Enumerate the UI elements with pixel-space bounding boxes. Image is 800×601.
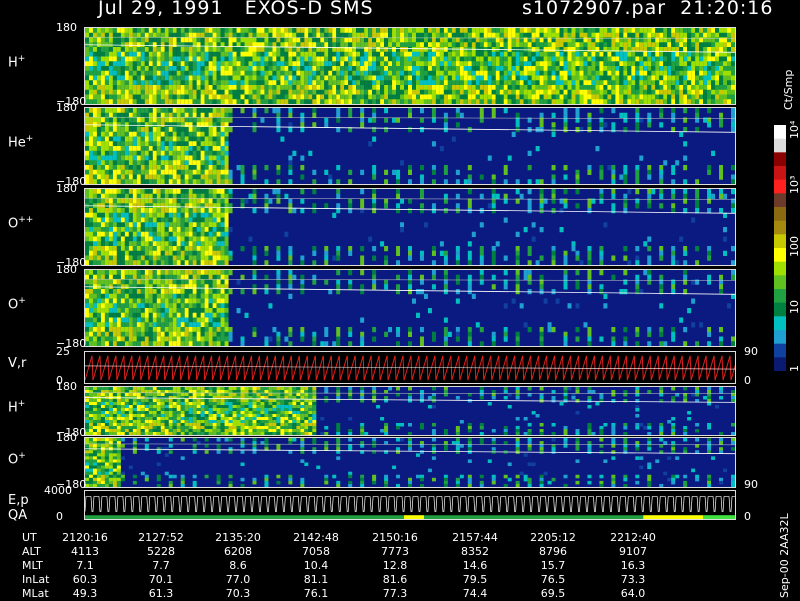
spectrogram-4 (85, 270, 735, 346)
table-cell: 8796 (530, 545, 576, 558)
panel-7 (84, 437, 736, 488)
panel-label-5: V,r (8, 356, 26, 371)
panel-6 (84, 386, 736, 436)
table-cell: 5228 (138, 545, 184, 558)
table-cell: 2135:20 (215, 531, 261, 544)
table-cell: 73.3 (610, 573, 656, 586)
row-label: InLat (22, 573, 49, 586)
right-tick-right_bottom-5: 0 (744, 374, 751, 387)
panel-4 (84, 269, 736, 347)
panel-label-7: O+ (8, 451, 26, 467)
table-cell: 8352 (452, 545, 498, 558)
table-cell: 7058 (293, 545, 339, 558)
table-cell: 70.3 (215, 587, 261, 600)
table-row: UT 2120:16 2127:52 2135:20 2142:48 2150:16 215… (0, 531, 760, 545)
file-timestamp: s1072907.par 21:20:16 (522, 0, 773, 19)
table-cell: 69.5 (530, 587, 576, 600)
panel-label-2: He+ (8, 134, 33, 150)
table-cell: 74.4 (452, 587, 498, 600)
colorbar-label: 100 (788, 236, 800, 257)
row-label: MLat (22, 587, 49, 600)
table-cell: 12.8 (372, 559, 418, 572)
y-tick-ymax-4: 180 (56, 263, 77, 276)
table-cell: 8.6 (215, 559, 261, 572)
table-cell: 7.1 (62, 559, 108, 572)
table-cell: 6208 (215, 545, 261, 558)
table-cell: 64.0 (610, 587, 656, 600)
right-tick-right_bottom-8: 0 (744, 510, 751, 523)
row-label: UT (22, 531, 37, 544)
colorbar-label: 10⁴ (788, 121, 800, 139)
spectrogram-6 (85, 387, 735, 435)
panel-label-4: O+ (8, 296, 26, 312)
table-cell: 7.7 (138, 559, 184, 572)
row-label: MLT (22, 559, 43, 572)
panel-8 (84, 490, 736, 520)
colorbar-label: 10 (788, 300, 800, 314)
right-tick-right_bottom-7: 90 (744, 478, 758, 491)
spectrogram-1 (85, 28, 735, 104)
table-cell: 81.1 (293, 573, 339, 586)
y-tick-ymax-5: 25 (56, 345, 70, 358)
table-row: MLT 7.1 7.7 8.6 10.4 12.8 14.6 15.7 16.3 (0, 559, 760, 573)
table-cell: 60.3 (62, 573, 108, 586)
panel-2 (84, 107, 736, 185)
footer-code: Sep-00 2AA32L (778, 513, 791, 598)
right-tick-right_top-5: 90 (744, 345, 758, 358)
panel-3 (84, 188, 736, 266)
plot-title: Jul 29, 1991 EXOS-D SMS (98, 0, 374, 19)
y-tick-ymax-1: 180 (56, 21, 77, 34)
colorbar-label: 10³ (788, 176, 800, 194)
table-cell: 61.3 (138, 587, 184, 600)
table-cell: 2212:40 (610, 531, 656, 544)
table-row: ALT 4113 5228 6208 7058 7773 8352 8796 9107 (0, 545, 760, 559)
spectrogram-2 (85, 108, 735, 184)
spectrogram-3 (85, 189, 735, 265)
table-cell: 79.5 (452, 573, 498, 586)
table-cell: 76.1 (293, 587, 339, 600)
table-cell: 76.5 (530, 573, 576, 586)
table-cell: 16.3 (610, 559, 656, 572)
y-tick-ymax-6: 180 (56, 380, 77, 393)
y-tick-ymax-7: 180 (56, 431, 77, 444)
y-tick-ymax-2: 180 (56, 101, 77, 114)
table-cell: 9107 (610, 545, 656, 558)
colorbar-label: 1 (788, 365, 800, 372)
table-cell: 15.7 (530, 559, 576, 572)
table-cell: 7773 (372, 545, 418, 558)
table-cell: 2150:16 (372, 531, 418, 544)
table-cell: 2157:44 (452, 531, 498, 544)
panel-label-1: H+ (8, 54, 25, 70)
spectrogram-8 (85, 491, 735, 519)
table-cell: 2127:52 (138, 531, 184, 544)
table-cell: 4113 (62, 545, 108, 558)
row-label: ALT (22, 545, 41, 558)
panel-1 (84, 27, 736, 105)
spectrogram-7 (85, 438, 735, 487)
table-cell: 14.6 (452, 559, 498, 572)
table-cell: 81.6 (372, 573, 418, 586)
table-cell: 77.0 (215, 573, 261, 586)
y-tick-ymax-3: 180 (56, 182, 77, 195)
y-tick-ymax-8: 4000 (44, 484, 72, 497)
table-cell: 10.4 (293, 559, 339, 572)
spectrogram-5 (85, 352, 735, 383)
colorbar (774, 125, 786, 371)
table-row: MLat 49.3 61.3 70.3 76.1 77.3 74.4 69.5 64.0 (0, 587, 760, 601)
panel-5 (84, 351, 736, 384)
y-tick-ymin-8: 0 (56, 510, 63, 523)
table-cell: 2142:48 (293, 531, 339, 544)
panel-label-3: O++ (8, 215, 33, 231)
table-cell: 2120:16 (62, 531, 108, 544)
table-cell: 2205:12 (530, 531, 576, 544)
panel-label-6: H+ (8, 399, 25, 415)
table-cell: 77.3 (372, 587, 418, 600)
table-cell: 49.3 (62, 587, 108, 600)
colorbar-title: Ct/Smp (782, 70, 795, 110)
table-cell: 70.1 (138, 573, 184, 586)
table-row: InLat 60.3 70.1 77.0 81.1 81.6 79.5 76.5 73.3 (0, 573, 760, 587)
